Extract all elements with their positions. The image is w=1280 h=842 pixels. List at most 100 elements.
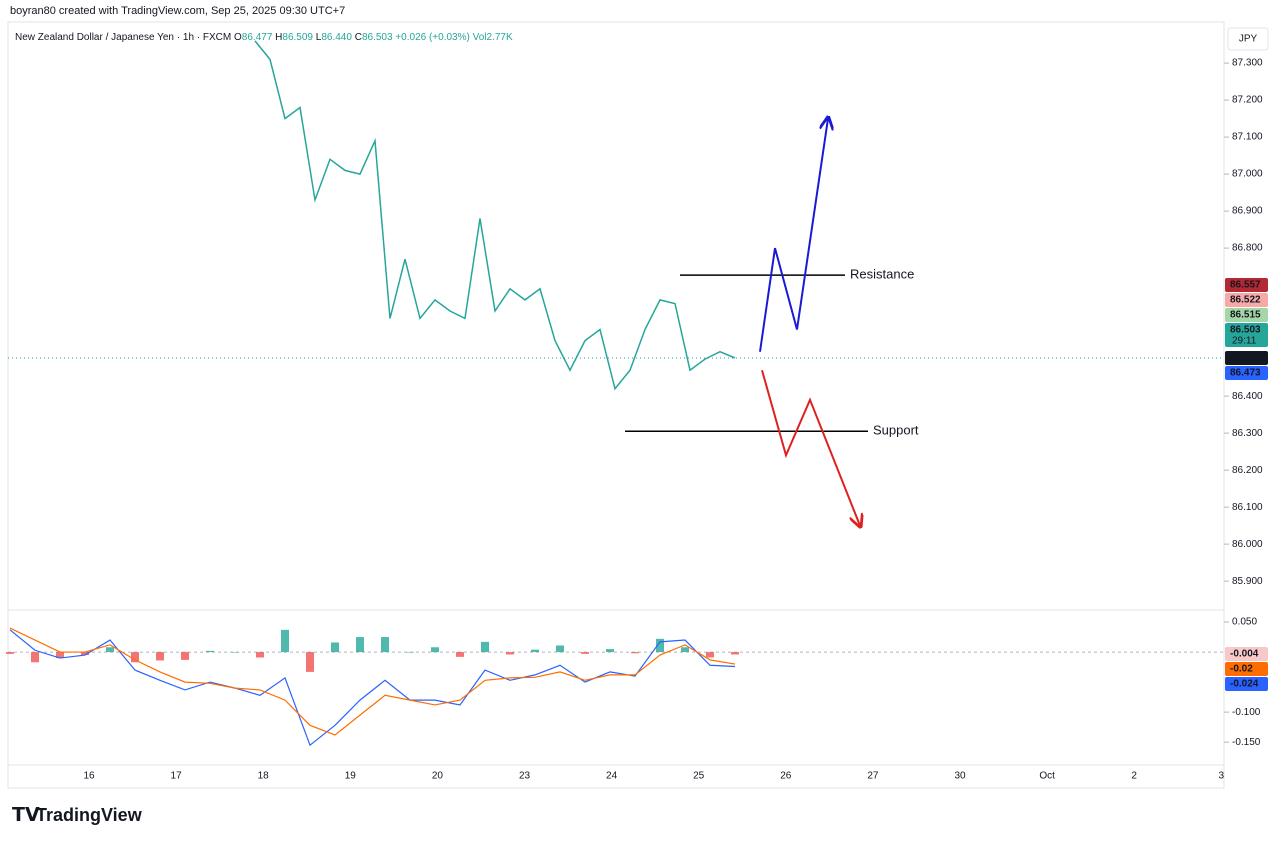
y-tick-label: 87.300	[1232, 58, 1263, 69]
countdown: 29:11	[1232, 336, 1257, 347]
histogram-bar	[531, 649, 539, 653]
y-tick-label: 87.200	[1232, 95, 1263, 106]
x-tick-label: 19	[345, 771, 357, 782]
price-tag	[1225, 351, 1268, 365]
y-tick-label: 86.300	[1232, 428, 1263, 439]
indicator-line	[9, 627, 736, 736]
histogram-bar	[406, 652, 414, 653]
y-tick-label: 86.800	[1232, 243, 1263, 254]
histogram-bar	[256, 652, 264, 658]
x-tick-label: Oct	[1039, 771, 1055, 782]
x-tick-label: 30	[954, 771, 966, 782]
histogram-bar	[606, 649, 614, 653]
histogram-bar	[356, 637, 364, 653]
y-tick-label: 0.050	[1232, 617, 1257, 628]
logo-mark: 𝗧𝗩	[12, 805, 40, 826]
x-tick-label: 18	[258, 771, 270, 782]
price-tag-label: 86.473	[1230, 368, 1261, 379]
histogram-bar	[706, 652, 714, 658]
x-tick-label: 23	[519, 771, 531, 782]
logo: TradingView	[36, 805, 143, 825]
x-tick-label: 25	[693, 771, 705, 782]
price-tag-label: 86.515	[1230, 310, 1261, 321]
histogram-bar	[631, 652, 639, 654]
histogram-bar	[6, 652, 14, 654]
x-tick-label: 24	[606, 771, 618, 782]
y-tick-label: 86.000	[1232, 539, 1263, 550]
histogram-bar	[156, 652, 164, 661]
histogram-bar	[656, 638, 664, 653]
price-tag-label: 86.503	[1230, 353, 1261, 364]
price-tag-label: -0.004	[1230, 649, 1259, 660]
currency-box[interactable]	[1227, 27, 1269, 51]
histogram-bar	[106, 647, 114, 653]
frame	[7, 21, 1225, 789]
x-tick-label: 27	[867, 771, 879, 782]
histogram-bar	[681, 647, 689, 653]
legend-item: +0.026 (+0.03%)	[395, 32, 470, 43]
x-tick-label: 16	[83, 771, 95, 782]
price-tag	[1225, 677, 1268, 691]
x-tick-label: 3	[1219, 771, 1225, 782]
y-tick-label: 86.900	[1232, 206, 1263, 217]
legend-item: New Zealand Dollar / Japanese Yen · 1h ·…	[15, 32, 231, 43]
x-tick-label: 2	[1131, 771, 1137, 782]
legend-item: 86.509	[282, 32, 313, 43]
credit: boyran80 created with TradingView.com, S…	[10, 5, 345, 17]
histogram-bar	[381, 637, 389, 653]
price-tag	[1225, 278, 1268, 292]
price-tag	[1225, 366, 1268, 380]
legend-item: 86.477	[242, 32, 273, 43]
legend-item: O	[234, 32, 242, 43]
histogram-bar	[131, 652, 139, 663]
legend: New Zealand Dollar / Japanese Yen · 1h ·…	[15, 32, 513, 43]
price-tag	[1225, 647, 1268, 661]
y-tick-label: 86.200	[1232, 465, 1263, 476]
y-tick-label: -0.150	[1232, 737, 1261, 748]
histogram-bar	[506, 652, 514, 655]
histogram-bar	[56, 652, 64, 659]
legend-item: L	[316, 32, 322, 43]
histogram-bar	[556, 645, 564, 653]
histogram-bar	[456, 652, 464, 657]
y-tick-label: 86.400	[1232, 391, 1263, 402]
x-tick-label: 20	[432, 771, 444, 782]
legend-item: 86.440	[321, 32, 352, 43]
y-tick-label: 87.100	[1232, 132, 1263, 143]
histogram-bar	[331, 642, 339, 653]
histogram-bar	[281, 629, 289, 653]
histogram-bar	[581, 652, 589, 654]
price-tag	[1225, 662, 1268, 676]
indicator-line	[9, 629, 736, 747]
histogram-bar	[431, 647, 439, 653]
price-tag	[1225, 308, 1268, 322]
legend-item: C	[355, 32, 362, 43]
price-tag	[1225, 323, 1268, 347]
y-tick-label: -0.100	[1232, 707, 1261, 718]
price-tag-label: -0.02	[1230, 664, 1253, 675]
level-label: Support	[873, 423, 919, 438]
histogram-bar	[181, 652, 189, 660]
level-label: Resistance	[850, 267, 914, 282]
price-tag-label: -0.024	[1230, 679, 1259, 690]
legend-item: 86.503	[362, 32, 393, 43]
legend-item: Vol2.77K	[473, 32, 513, 43]
legend-item: H	[275, 32, 282, 43]
price-tag-label: 86.557	[1230, 280, 1261, 291]
y-tick-label: 87.000	[1232, 169, 1263, 180]
histogram-bar	[206, 650, 214, 653]
price-tag-label: 86.522	[1230, 295, 1261, 306]
y-tick-label: 86.100	[1232, 502, 1263, 513]
histogram-bar	[306, 652, 314, 672]
histogram-bar	[481, 641, 489, 653]
projection-arrow	[761, 369, 860, 525]
histogram-bar	[231, 652, 239, 653]
x-tick-label: 17	[171, 771, 183, 782]
price-tag-label: 86.503	[1230, 325, 1261, 336]
price-tag	[1225, 293, 1268, 307]
currency: JPY	[1239, 34, 1258, 45]
histogram-bar	[81, 652, 89, 656]
y-tick-label: 85.900	[1232, 576, 1263, 587]
histogram-bar	[731, 652, 739, 655]
